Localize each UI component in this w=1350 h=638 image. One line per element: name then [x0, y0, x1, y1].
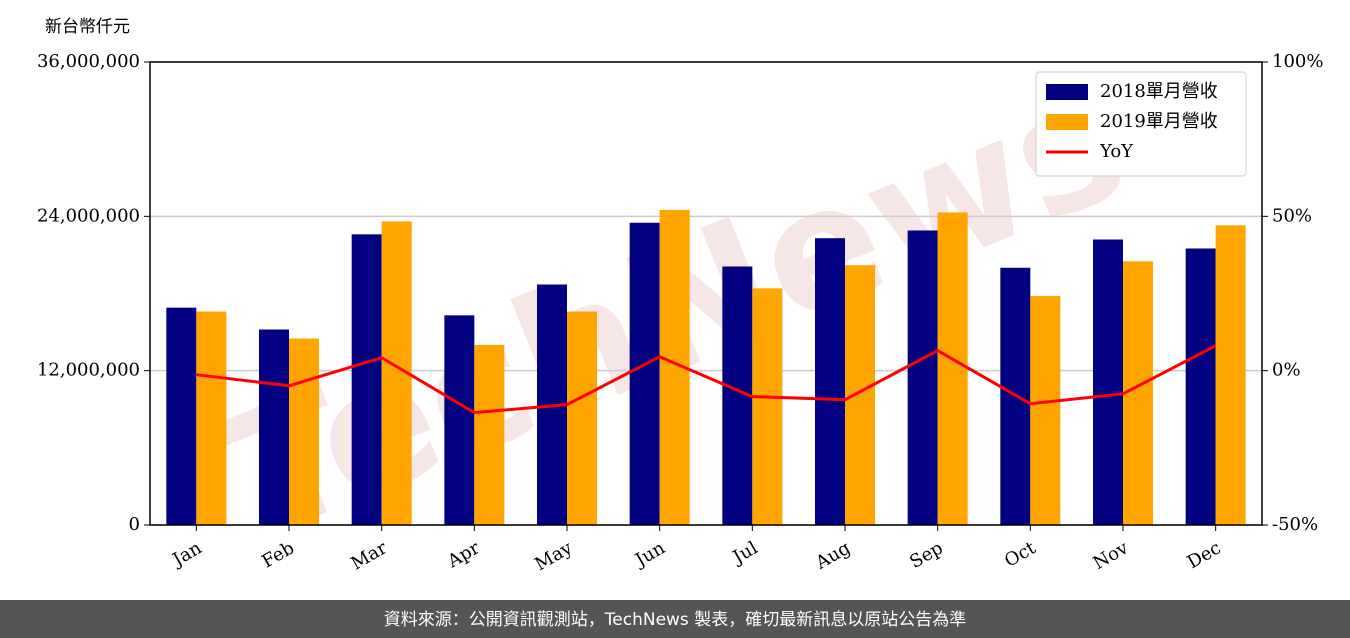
- x-tick-label: Apr: [443, 537, 483, 572]
- bar: [937, 212, 968, 525]
- bar: [567, 311, 597, 525]
- y2-tick-label: 100%: [1272, 51, 1323, 72]
- y-tick-label: 24,000,000: [37, 205, 140, 226]
- legend-box: [1035, 71, 1247, 177]
- bar: [166, 307, 197, 525]
- bar: [845, 265, 875, 525]
- y2-tick-label: -50%: [1272, 514, 1318, 535]
- y-tick-label: 0: [129, 514, 140, 535]
- bar: [259, 329, 289, 525]
- x-tick-label: Jan: [168, 537, 206, 571]
- legend-label: 2018單月營收: [1100, 81, 1218, 102]
- bar: [289, 338, 319, 525]
- bar: [196, 311, 227, 525]
- x-tick-label: Jun: [630, 537, 669, 572]
- bar: [351, 234, 382, 526]
- bar: [444, 315, 475, 525]
- bar: [1215, 225, 1246, 525]
- x-tick-label: May: [531, 537, 576, 575]
- footer-bar: [0, 600, 1350, 638]
- y-tick-label: 12,000,000: [37, 360, 140, 381]
- y2-tick-label: 0%: [1272, 360, 1301, 381]
- bar: [1093, 239, 1123, 525]
- bar: [815, 238, 845, 526]
- plot-frame: [149, 61, 1263, 526]
- bar: [1123, 261, 1153, 525]
- x-tick-label: Oct: [1001, 537, 1040, 572]
- y2-tick-label: 50%: [1272, 205, 1312, 226]
- bar: [1185, 248, 1216, 525]
- legend-label: 2019單月營收: [1100, 111, 1218, 132]
- bar: [474, 344, 505, 525]
- bar: [907, 230, 938, 525]
- x-tick-label: Sep: [906, 537, 946, 572]
- y-axis-label: 新台幣仟元: [45, 17, 130, 37]
- x-tick-label: Dec: [1184, 537, 1225, 573]
- legend-swatch: [1046, 114, 1088, 130]
- y-tick-label: 36,000,000: [37, 51, 140, 72]
- x-tick-label: Nov: [1090, 537, 1133, 574]
- line: [196, 344, 1217, 415]
- x-tick-label: Jul: [728, 537, 762, 569]
- bar: [752, 288, 783, 525]
- bar: [1030, 296, 1061, 525]
- legend-swatch: [1046, 84, 1088, 100]
- legend-label: YoY: [1099, 141, 1134, 162]
- footer: 資料來源：公開資訊觀測站，TechNews 製表，確切最新訊息以原站公告為準: [384, 610, 966, 630]
- x-tick-label: Aug: [811, 537, 854, 574]
- bar: [629, 222, 660, 525]
